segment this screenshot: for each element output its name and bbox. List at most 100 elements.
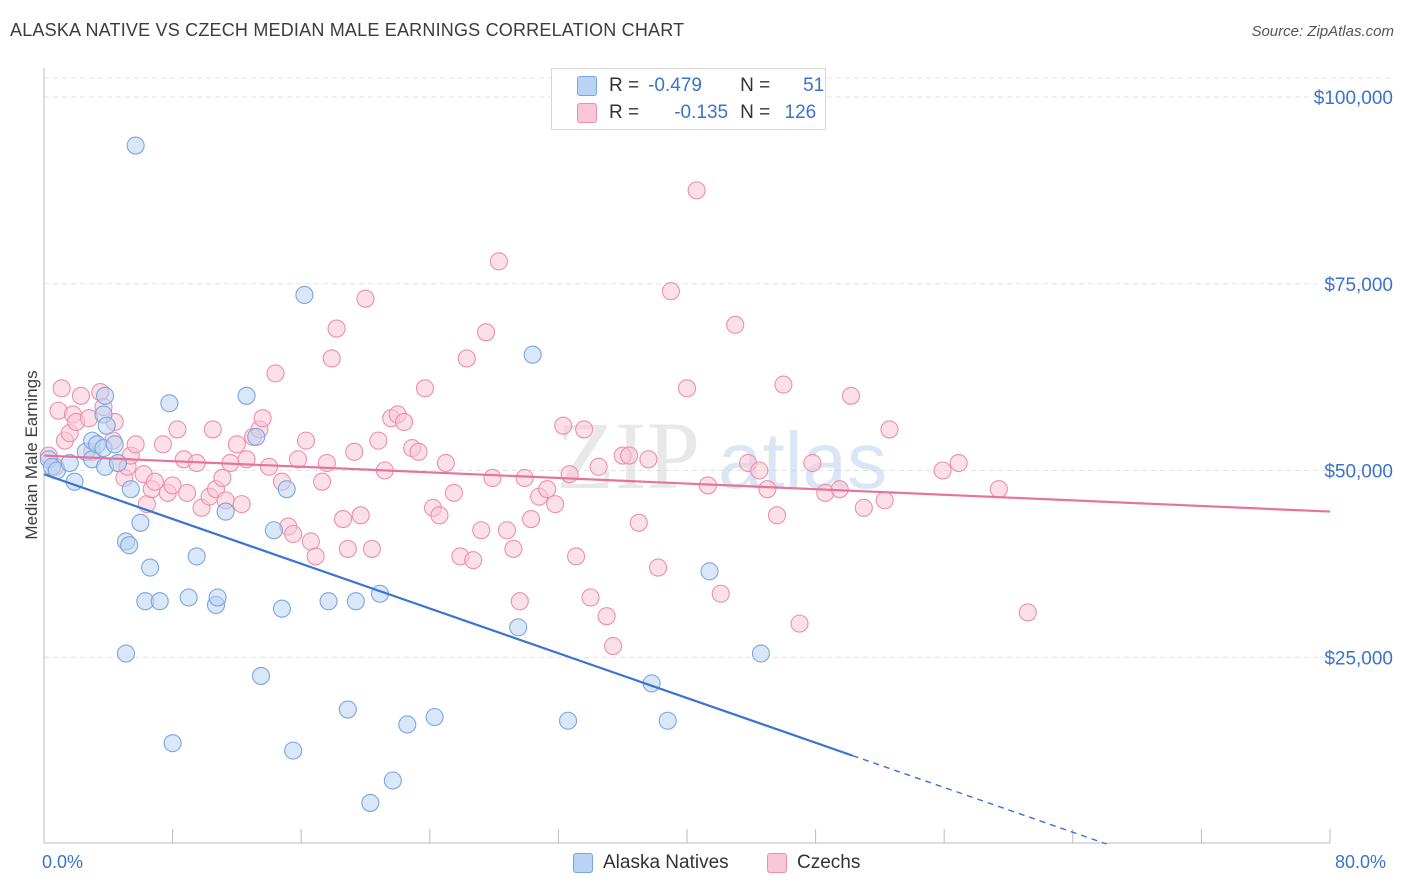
- czech-point: [153, 435, 173, 454]
- alaska-point: [264, 521, 283, 540]
- alaska-point: [96, 386, 115, 405]
- alaska-point: [163, 734, 182, 753]
- czech-point: [232, 495, 251, 514]
- alaska-point: [346, 592, 365, 611]
- czech-point: [726, 315, 745, 334]
- czech-point: [415, 379, 435, 398]
- czech-point: [306, 547, 325, 566]
- czech-point: [933, 461, 952, 480]
- czech-point: [356, 289, 375, 308]
- alaska-point: [398, 715, 417, 734]
- legend-row-alaska: R = -0.479 N = 51: [552, 73, 824, 99]
- alaska-point: [338, 700, 357, 719]
- czech-point: [767, 506, 787, 525]
- alaska-point: [120, 536, 139, 555]
- czech-point: [430, 506, 449, 525]
- alaska-point: [179, 588, 198, 607]
- alaska-point: [237, 386, 256, 405]
- alaska-point: [131, 513, 150, 532]
- czech-point: [296, 431, 316, 450]
- trendlines: [43, 454, 1331, 845]
- czech-point: [284, 524, 303, 544]
- czech-point: [213, 468, 232, 488]
- alaska-point: [558, 711, 578, 730]
- czech-point: [629, 513, 648, 532]
- czech-point: [687, 181, 706, 200]
- watermark: ZIP atlas: [556, 402, 887, 509]
- czech-point: [163, 476, 182, 495]
- czech-point: [875, 491, 894, 510]
- alaska-point: [121, 480, 140, 499]
- y-tick-label: $50,000: [1324, 462, 1393, 483]
- alaska-point: [295, 285, 314, 305]
- czech-point: [227, 435, 246, 454]
- czech-point: [477, 323, 496, 342]
- alaska-point: [150, 592, 169, 611]
- alaska-point: [319, 592, 338, 611]
- czech-point: [649, 558, 668, 577]
- r-value-alaska: -0.479: [648, 75, 702, 96]
- czech-point: [483, 468, 502, 488]
- czech-point: [203, 420, 222, 439]
- czech-point: [168, 420, 187, 439]
- czech-point: [345, 442, 364, 461]
- x-min-label: 0.0%: [42, 852, 84, 872]
- czech-point: [313, 472, 332, 491]
- chart-source: Source: ZipAtlas.com: [1251, 23, 1394, 40]
- legend-alaska: Alaska Natives: [573, 852, 729, 874]
- czech-point: [589, 457, 608, 476]
- n-value-alaska: 51: [803, 75, 825, 96]
- r-value-czech: -0.135: [674, 102, 729, 123]
- czech-point: [322, 349, 341, 368]
- legend-czech: Czechs: [767, 852, 860, 874]
- czech-legend-swatch: [767, 853, 787, 873]
- czech-point: [71, 386, 91, 405]
- czech-point: [444, 483, 463, 502]
- czech-point: [639, 450, 658, 469]
- r-label: R =: [609, 75, 640, 96]
- alaska-point: [247, 427, 266, 446]
- czech-swatch: [577, 103, 597, 123]
- czech-point: [750, 461, 769, 480]
- czech-point: [546, 495, 565, 514]
- alaska-point: [208, 588, 227, 607]
- czech-point: [436, 453, 455, 473]
- alaska-point: [277, 480, 296, 499]
- alaska-point: [361, 793, 380, 812]
- czech-point: [515, 468, 534, 488]
- czech-point: [854, 498, 873, 517]
- czech-point: [327, 319, 346, 338]
- alaska-point: [658, 711, 677, 730]
- czech-point: [457, 349, 476, 368]
- czech-point: [395, 412, 414, 431]
- czech-point: [126, 435, 145, 454]
- alaska-point: [251, 666, 271, 685]
- alaska-point: [116, 644, 136, 663]
- czech-point: [790, 614, 809, 633]
- alaska-swatch: [577, 76, 597, 96]
- alaska-point: [187, 547, 206, 566]
- czech-point: [266, 364, 285, 383]
- chart-title: ALASKA NATIVE VS CZECH MEDIAN MALE EARNI…: [10, 20, 685, 40]
- czech-point: [301, 532, 320, 551]
- czech-point: [581, 588, 600, 607]
- czech-point: [567, 547, 586, 566]
- alaska-legend-swatch: [573, 853, 593, 873]
- y-tick-label: $100,000: [1314, 88, 1393, 109]
- czech-point: [253, 409, 272, 428]
- n-label: N =: [740, 102, 771, 123]
- czech-point: [880, 420, 899, 439]
- czech-point: [620, 446, 639, 465]
- alaska-point: [160, 394, 179, 413]
- czech-point: [288, 450, 308, 469]
- czech-point: [803, 453, 822, 473]
- n-label: N =: [740, 75, 771, 96]
- czech-point: [369, 431, 388, 450]
- alaska-point: [108, 453, 127, 473]
- czech-trendline: [43, 454, 1331, 513]
- alaska-point: [700, 562, 719, 581]
- alaska-point: [272, 599, 291, 618]
- czech-point: [661, 282, 680, 301]
- czech-point: [472, 521, 491, 540]
